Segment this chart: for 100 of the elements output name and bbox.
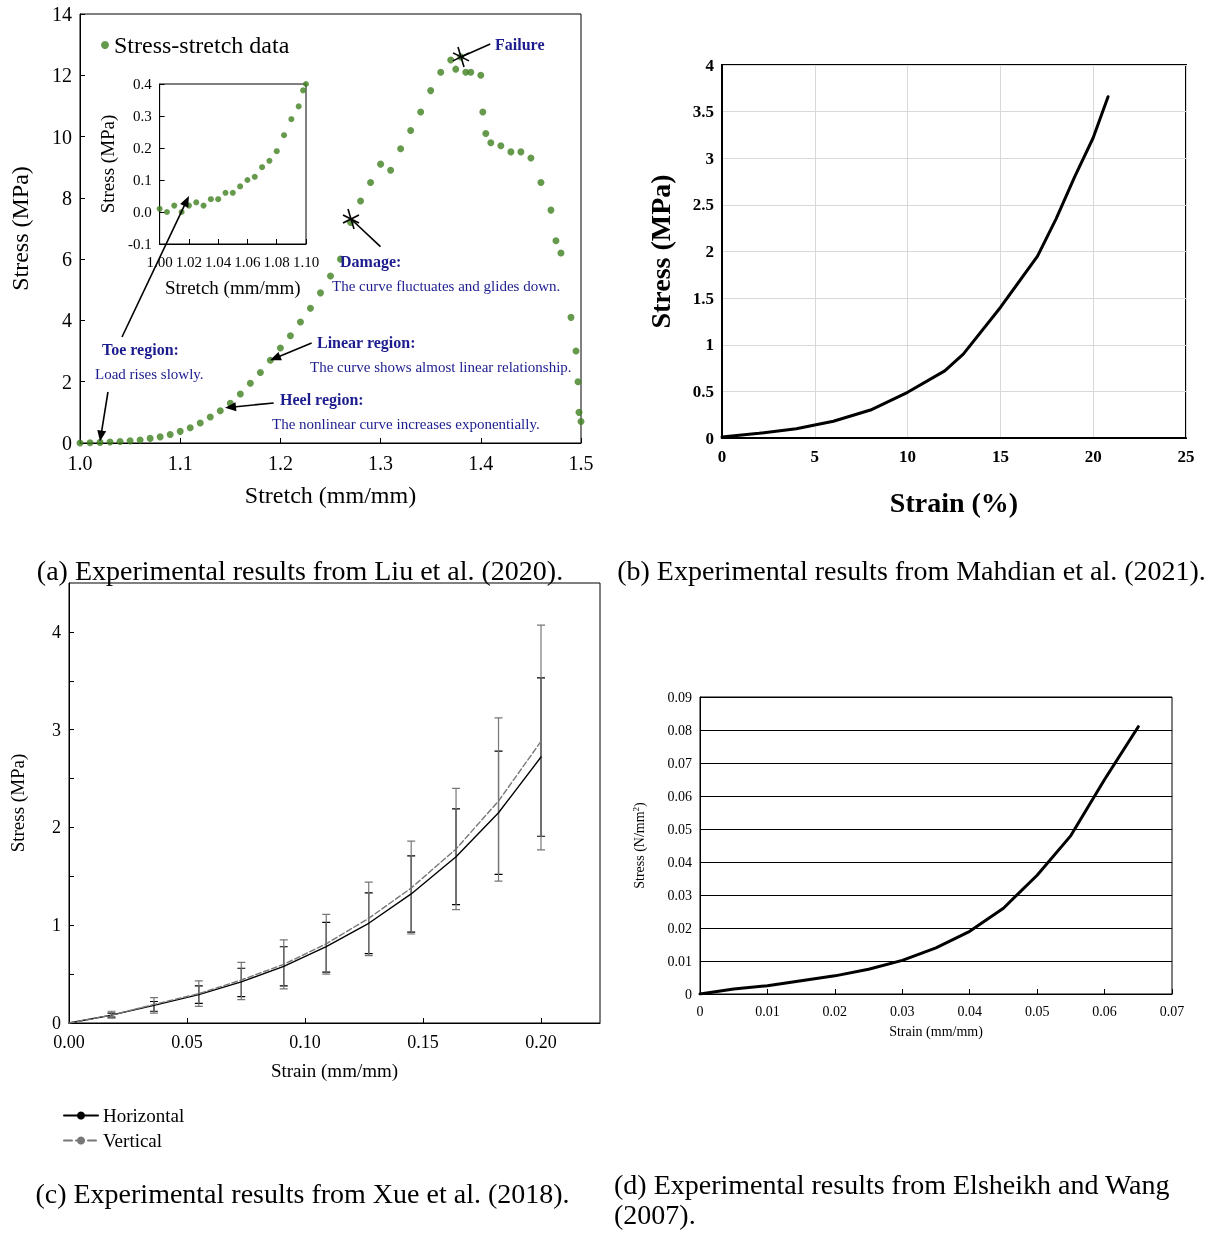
point — [487, 139, 495, 147]
point — [306, 304, 314, 312]
y-tick-label: 0.03 — [667, 887, 692, 903]
annotation: Failure — [495, 36, 545, 54]
x-tick-label: 1.4 — [468, 452, 494, 474]
annotation: Damage: — [340, 253, 402, 271]
x-tick-label: 5 — [810, 447, 820, 466]
point — [296, 318, 304, 326]
point — [171, 202, 178, 209]
y-tick-label: 3 — [52, 719, 61, 740]
y-tick-label: 4 — [62, 309, 72, 332]
point — [567, 313, 575, 321]
y-axis-title: Stress (MPa) — [97, 114, 119, 214]
y-tick-label: 8 — [62, 186, 72, 209]
y-tick-label: 2 — [62, 370, 72, 393]
x-tick-label: 25 — [1177, 447, 1195, 466]
point — [577, 418, 585, 426]
y-tick-label: 0.3 — [132, 108, 152, 124]
point — [259, 164, 266, 171]
point — [156, 433, 164, 441]
x-tick-label: 1.1 — [167, 452, 193, 474]
point — [300, 87, 307, 94]
point — [467, 68, 475, 76]
point — [86, 439, 94, 447]
x-axis-title: Stretch (mm/mm) — [244, 482, 417, 508]
annotation: Load rises slowly. — [95, 366, 204, 383]
y-tick-label: 0.08 — [667, 722, 692, 738]
y-tick-label: 0.0 — [132, 204, 152, 220]
y-tick-label: 0.09 — [667, 689, 692, 705]
point — [427, 87, 435, 95]
x-tick-label: 1.04 — [205, 253, 232, 270]
point — [447, 56, 455, 64]
x-tick-label: 0.05 — [171, 1032, 203, 1052]
y-tick-label: 0.07 — [667, 755, 692, 771]
y-tick-label: 2 — [705, 242, 714, 261]
point — [244, 177, 251, 183]
point — [552, 237, 560, 245]
legend-label: Stress-stretch data — [114, 32, 290, 58]
annotation: Heel region: — [280, 391, 364, 409]
x-tick-label: 1.3 — [368, 452, 394, 474]
point — [251, 173, 258, 180]
y-tick-label: 0.05 — [667, 821, 692, 837]
y-tick-label: 6 — [62, 248, 72, 271]
x-tick-label: 0.20 — [525, 1032, 557, 1052]
x-tick-label: 0.15 — [407, 1032, 439, 1052]
point — [222, 189, 229, 196]
point — [116, 437, 124, 445]
y-tick-label: 1.5 — [692, 288, 714, 308]
point — [186, 424, 194, 432]
y-tick-label: 0.02 — [667, 920, 692, 936]
y-tick-label: 0.01 — [667, 953, 692, 969]
y-tick-label: -0.1 — [127, 236, 152, 252]
x-axis-title: Strain (mm/mm) — [270, 1060, 399, 1082]
text: (c) Experimental results from Xue et al. (2018). — [35, 1177, 570, 1209]
point — [357, 197, 365, 205]
point — [507, 148, 515, 156]
y-tick-label: 10 — [52, 125, 72, 148]
y-tick-label: 0.2 — [132, 140, 152, 156]
y-tick-label: 3 — [705, 148, 714, 168]
point — [166, 430, 174, 438]
x-axis-title: Strain (mm/mm) — [889, 1023, 984, 1040]
point — [537, 179, 545, 187]
point — [452, 65, 460, 73]
point — [216, 407, 224, 415]
point — [497, 142, 505, 150]
y-tick-label: 0.06 — [667, 788, 692, 804]
point — [407, 126, 415, 134]
x-tick-label: 0.07 — [1159, 1003, 1185, 1019]
point — [237, 183, 244, 190]
point — [146, 434, 154, 442]
x-tick-label: 0.02 — [822, 1003, 848, 1019]
x-tick-label: 0.04 — [957, 1003, 982, 1019]
point — [156, 205, 163, 212]
point — [479, 108, 487, 116]
y-tick-label: 0.1 — [132, 172, 152, 188]
y-tick-label: 0.5 — [692, 381, 714, 401]
text: (b) Experimental results from Mahdian et al. (2021). — [617, 554, 1206, 586]
point — [266, 157, 273, 164]
point — [281, 132, 288, 139]
point — [575, 408, 583, 416]
x-tick-label: 0.00 — [53, 1032, 85, 1052]
x-tick-label: 0.06 — [1092, 1003, 1117, 1019]
point — [236, 390, 244, 398]
x-axis-title: Stretch (mm/mm) — [165, 277, 301, 299]
point — [387, 166, 395, 174]
x-axis-title: Strain (%) — [889, 486, 1019, 518]
point — [163, 209, 170, 215]
x-tick-label: 15 — [991, 447, 1009, 466]
x-tick-label: 1.10 — [292, 253, 320, 270]
y-tick-label: 1 — [705, 335, 714, 355]
y-tick-label: 0.04 — [667, 854, 692, 870]
point — [517, 148, 525, 156]
point — [316, 289, 324, 297]
x-tick-label: 0 — [717, 447, 727, 466]
point — [246, 379, 254, 387]
point — [207, 196, 214, 203]
point — [96, 438, 104, 446]
text: (a) Experimental results from Liu et al. (2020). — [36, 554, 564, 586]
point — [295, 103, 302, 110]
y-tick-label: 1 — [52, 915, 61, 936]
